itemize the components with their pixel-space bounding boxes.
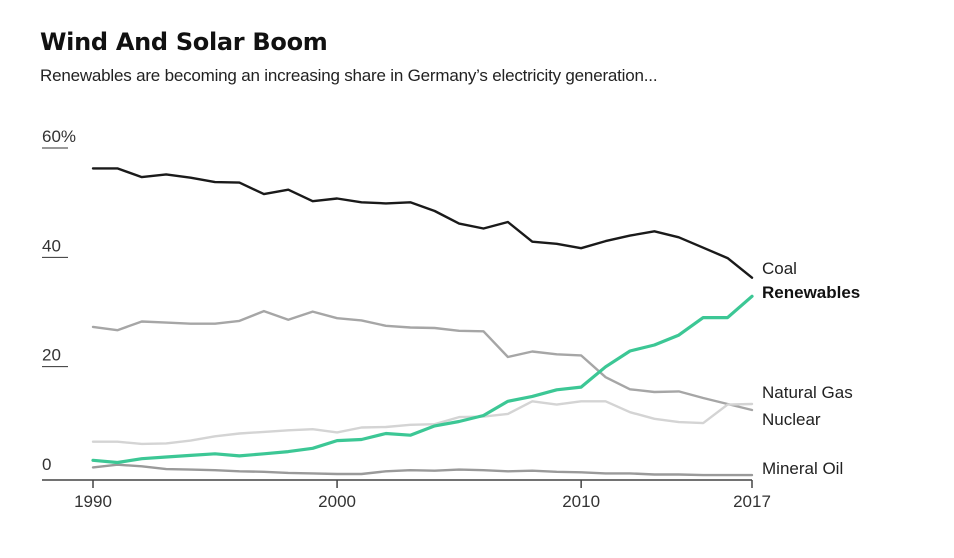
x-tick-label: 1990 xyxy=(74,492,112,511)
x-tick-label: 2017 xyxy=(733,492,771,511)
series-line-coal xyxy=(91,167,754,279)
series-line-mineral-oil xyxy=(91,463,754,477)
series-line-nuclear xyxy=(91,400,754,446)
x-tick-label: 2010 xyxy=(562,492,600,511)
series-line-natural-gas xyxy=(91,309,754,412)
series-end-label: Mineral Oil xyxy=(762,459,843,478)
x-tick-label: 2000 xyxy=(318,492,356,511)
series-end-label: Natural Gas xyxy=(762,383,853,402)
y-tick-label: 20 xyxy=(42,346,61,365)
series-end-label: Renewables xyxy=(762,283,860,302)
series-end-label: Coal xyxy=(762,259,797,278)
y-tick-label: 0 xyxy=(42,455,51,474)
series-end-label: Nuclear xyxy=(762,410,821,429)
series-line-renewables xyxy=(91,294,754,465)
chart-title: Wind And Solar Boom xyxy=(40,28,328,56)
chart-subtitle: Renewables are becoming an increasing sh… xyxy=(40,66,658,85)
y-tick-label: 60% xyxy=(42,127,76,146)
y-tick-label: 40 xyxy=(42,236,61,255)
